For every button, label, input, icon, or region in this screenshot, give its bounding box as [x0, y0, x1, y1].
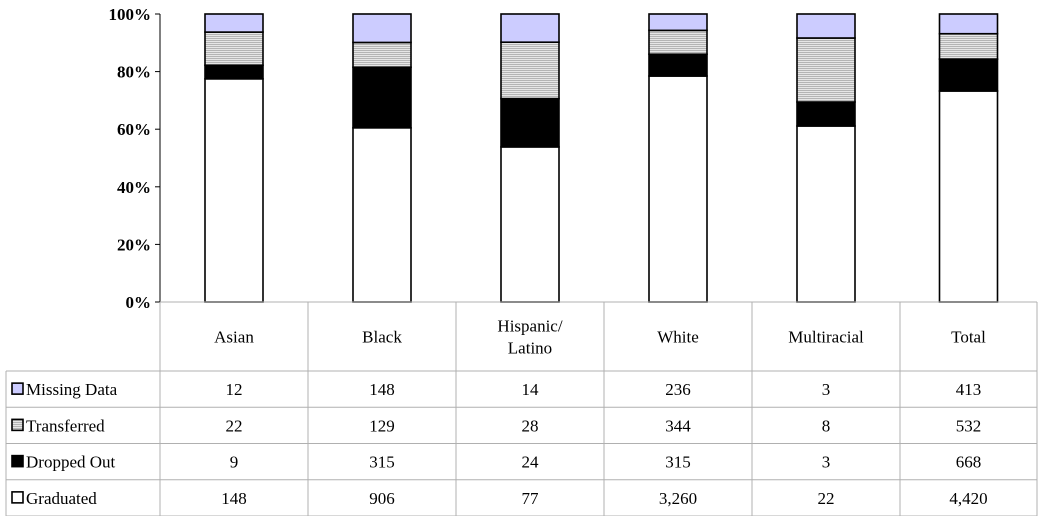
data-label: 12 — [226, 380, 243, 399]
bar-segment-graduated — [938, 90, 999, 303]
data-label: 4,420 — [949, 489, 987, 508]
legend-label: Transferred — [26, 416, 105, 435]
data-label: 413 — [956, 380, 982, 399]
data-label: 28 — [522, 416, 539, 435]
data-label: 22 — [818, 489, 835, 508]
bar-segment-graduated — [500, 146, 560, 303]
y-tick-label: 100% — [109, 5, 152, 24]
bar-segment-transferred — [938, 32, 999, 60]
data-label: 77 — [522, 489, 540, 508]
bar-segment-dropped-out — [938, 58, 999, 92]
bar-segment-dropped-out — [500, 97, 560, 148]
data-table: Asian Black Hispanic/Latino White Multiracia… — [5, 301, 1038, 516]
data-label: 22 — [226, 416, 243, 435]
category-label: Latino — [508, 339, 552, 358]
y-tick-label: 40% — [117, 178, 151, 197]
data-label: 668 — [956, 453, 982, 472]
category-label: Asian — [214, 328, 254, 347]
bar-segment-graduated — [648, 75, 708, 303]
bar-segment-missing-data — [500, 13, 560, 43]
legend-key-dropped-out — [11, 454, 24, 468]
bar-segment-transferred — [352, 41, 412, 69]
bar-segment-missing-data — [796, 13, 856, 39]
bar-segment-missing-data — [938, 13, 999, 35]
data-label: 315 — [665, 453, 691, 472]
bar-segment-transferred — [796, 37, 856, 103]
bar-segment-transferred — [204, 31, 264, 67]
category-label: Multiracial — [788, 328, 864, 347]
bar-segment-transferred — [648, 29, 708, 56]
y-tick-label: 20% — [117, 235, 151, 254]
legend-label: Missing Data — [26, 380, 118, 399]
bar-segment-dropped-out — [352, 66, 412, 129]
bar-segment-dropped-out — [648, 53, 708, 77]
bar-segment-graduated — [204, 78, 264, 303]
category-label: Black — [362, 328, 402, 347]
data-label: 532 — [956, 416, 982, 435]
data-label: 344 — [665, 416, 691, 435]
bar-segment-dropped-out — [204, 64, 264, 80]
data-label: 9 — [230, 453, 239, 472]
y-tick-label: 60% — [117, 120, 151, 139]
data-label: 3,260 — [659, 489, 697, 508]
category-label: Hispanic/ — [497, 317, 562, 336]
data-label: 148 — [369, 380, 395, 399]
data-label: 3 — [822, 453, 831, 472]
data-label: 129 — [369, 416, 395, 435]
bar-segment-missing-data — [204, 13, 264, 33]
category-label: White — [657, 328, 699, 347]
bar-segment-missing-data — [352, 13, 412, 44]
bar-segment-graduated — [352, 127, 412, 303]
bar-segment-graduated — [796, 125, 856, 303]
category-label: Total — [951, 328, 986, 347]
bar-segment-missing-data — [648, 13, 708, 32]
data-label: 8 — [822, 416, 831, 435]
y-axis: 0% 20% 40% 60% 80% 100% — [109, 5, 161, 312]
data-label: 14 — [522, 380, 540, 399]
bar-segment-dropped-out — [796, 101, 856, 127]
legend-key-graduated — [11, 491, 24, 504]
data-label: 24 — [522, 453, 540, 472]
data-label: 148 — [221, 489, 247, 508]
data-label: 236 — [665, 380, 691, 399]
legend-label: Graduated — [26, 489, 97, 508]
y-tick-label: 80% — [117, 63, 151, 82]
legend-label: Dropped Out — [26, 453, 116, 472]
data-label: 906 — [369, 489, 395, 508]
y-tick-label: 0% — [126, 293, 152, 312]
legend-key-missing-data — [11, 382, 24, 395]
bar-segment-transferred — [500, 41, 560, 100]
bars — [204, 13, 999, 303]
data-label: 315 — [369, 453, 395, 472]
data-label: 3 — [822, 380, 831, 399]
legend-key-transferred — [11, 418, 24, 432]
